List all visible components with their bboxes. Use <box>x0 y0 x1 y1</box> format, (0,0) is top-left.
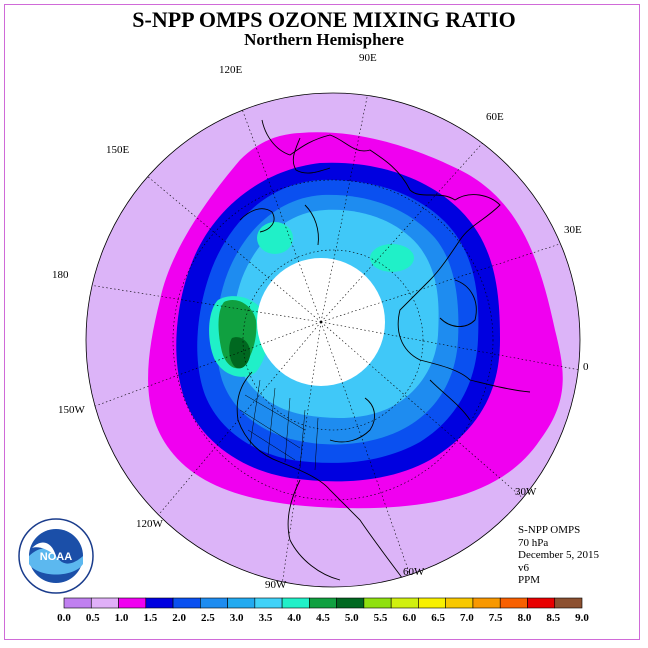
lon-label-30w: 30W <box>515 486 537 498</box>
ozone-local-max-east <box>370 244 414 272</box>
coastlines <box>236 119 531 587</box>
info-version: v6 <box>518 561 529 574</box>
lon-label-150e: 150E <box>106 144 130 156</box>
info-level: 70 hPa <box>518 536 549 549</box>
noaa-logo: NOAA <box>18 518 94 594</box>
lon-label-60e: 60E <box>486 111 504 123</box>
map-boundary <box>85 92 581 588</box>
ozone-max-alaska-core <box>229 337 251 369</box>
lon-label-60w: 60W <box>403 566 425 578</box>
map-title: S-NPP OMPS OZONE MIXING RATIO <box>132 7 516 32</box>
graticule <box>86 93 580 586</box>
ozone-local-max-north <box>257 222 293 254</box>
info-instrument: S-NPP OMPS <box>518 524 581 536</box>
lon-label-180: 180 <box>52 269 69 281</box>
info-date: December 5, 2015 <box>518 549 599 561</box>
map-subtitle: Northern Hemisphere <box>244 30 404 49</box>
lon-label-120w: 120W <box>136 518 164 530</box>
lon-label-30e: 30E <box>564 224 582 236</box>
lon-label-150w: 150W <box>58 404 86 416</box>
lon-label-0: 0 <box>583 361 589 373</box>
lon-label-120e: 120E <box>219 64 243 76</box>
lon-label-90e: 90E <box>359 52 377 64</box>
info-units: PPM <box>518 574 541 586</box>
figure-frame <box>4 4 640 640</box>
longitude-labels: 90E 60E 30E 0 30W 60W 90W 120W 150W 180 … <box>52 52 589 591</box>
us-state-lines <box>239 379 319 471</box>
lon-label-90w: 90W <box>265 579 287 591</box>
noaa-logo-text: NOAA <box>40 551 72 563</box>
product-info: S-NPP OMPS 70 hPa December 5, 2015 v6 PP… <box>518 524 599 587</box>
